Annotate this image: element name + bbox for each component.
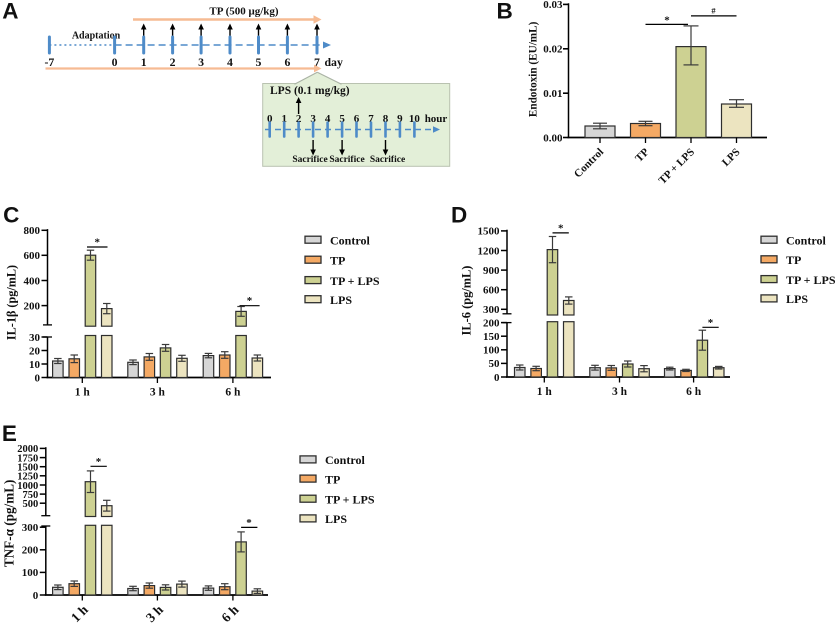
svg-text:LPS: LPS: [330, 293, 352, 307]
svg-text:300: 300: [483, 304, 500, 316]
svg-text:150: 150: [483, 331, 500, 343]
svg-text:0.03: 0.03: [543, 0, 563, 11]
svg-text:600: 600: [24, 250, 41, 262]
svg-text:*: *: [558, 223, 564, 235]
svg-text:TP + LPS: TP + LPS: [325, 493, 375, 507]
svg-text:50: 50: [489, 358, 501, 370]
svg-text:Control: Control: [786, 234, 826, 248]
svg-text:3 h: 3 h: [612, 386, 628, 398]
svg-text:day: day: [325, 55, 343, 69]
svg-text:#: #: [711, 6, 716, 16]
svg-text:5: 5: [256, 55, 262, 69]
svg-text:300: 300: [22, 522, 39, 534]
svg-text:6: 6: [354, 113, 360, 125]
svg-text:10: 10: [409, 113, 421, 125]
svg-text:1: 1: [281, 113, 287, 125]
svg-text:1200: 1200: [478, 245, 501, 257]
svg-text:6 h: 6 h: [686, 386, 702, 398]
svg-text:3: 3: [198, 55, 204, 69]
svg-text:Endotoxin (EU/mL): Endotoxin (EU/mL): [528, 21, 540, 117]
svg-text:Adaptation: Adaptation: [72, 31, 121, 42]
svg-text:1 h: 1 h: [75, 387, 91, 399]
svg-text:100: 100: [22, 567, 39, 579]
svg-text:C: C: [3, 203, 19, 228]
svg-text:1000: 1000: [17, 481, 38, 492]
svg-text:hour: hour: [425, 113, 448, 125]
svg-text:200: 200: [483, 317, 500, 329]
svg-text:*: *: [664, 15, 670, 27]
svg-text:Sacrifice: Sacrifice: [292, 155, 327, 165]
svg-text:4: 4: [325, 113, 331, 125]
svg-text:200: 200: [22, 545, 39, 557]
svg-text:LPS (0.1 mg/kg): LPS (0.1 mg/kg): [270, 85, 350, 97]
svg-text:600: 600: [483, 285, 500, 297]
svg-text:Sacrifice: Sacrifice: [370, 155, 405, 165]
svg-text:1500: 1500: [478, 226, 501, 238]
svg-text:1250: 1250: [17, 472, 38, 483]
svg-text:*: *: [247, 295, 253, 307]
svg-text:2: 2: [170, 55, 176, 69]
svg-text:IL-6 (pg/mL): IL-6 (pg/mL): [460, 266, 474, 336]
svg-text:A: A: [2, 0, 18, 24]
svg-text:TP (500 μg/kg): TP (500 μg/kg): [209, 6, 279, 18]
svg-text:0: 0: [267, 113, 273, 125]
svg-text:4: 4: [227, 55, 233, 69]
svg-text:6 h: 6 h: [225, 387, 241, 399]
svg-text:2000: 2000: [17, 444, 38, 455]
svg-text:20: 20: [29, 345, 41, 357]
svg-text:*: *: [246, 517, 252, 529]
svg-text:*: *: [96, 456, 102, 468]
svg-text:5: 5: [339, 113, 345, 125]
svg-text:LPS: LPS: [325, 512, 347, 526]
svg-text:TP: TP: [330, 254, 345, 268]
svg-text:0: 0: [112, 55, 118, 69]
svg-text:900: 900: [483, 265, 500, 277]
svg-text:0.00: 0.00: [543, 132, 563, 144]
svg-text:Control: Control: [325, 453, 365, 467]
svg-text:7: 7: [368, 113, 374, 125]
svg-text:200: 200: [24, 300, 41, 312]
svg-text:IL-1β (pg/mL): IL-1β (pg/mL): [5, 265, 19, 340]
svg-text:TP + LPS: TP + LPS: [786, 273, 836, 287]
svg-text:-7: -7: [44, 55, 54, 69]
svg-text:400: 400: [24, 275, 41, 287]
svg-text:0.01: 0.01: [543, 88, 562, 100]
svg-text:6: 6: [284, 55, 290, 69]
svg-text:TP: TP: [786, 253, 801, 267]
svg-text:1500: 1500: [17, 463, 38, 474]
svg-text:1 h: 1 h: [537, 386, 553, 398]
svg-text:LPS: LPS: [786, 292, 808, 306]
svg-text:E: E: [2, 421, 17, 446]
svg-text:8: 8: [383, 113, 389, 125]
svg-text:Control: Control: [330, 234, 370, 248]
svg-text:*: *: [708, 317, 714, 329]
svg-text:10: 10: [29, 359, 41, 371]
svg-text:3: 3: [310, 113, 316, 125]
svg-text:1750: 1750: [17, 453, 38, 464]
svg-text:800: 800: [24, 225, 41, 237]
svg-text:2: 2: [296, 113, 302, 125]
svg-text:30: 30: [29, 332, 41, 344]
svg-text:3 h: 3 h: [150, 387, 166, 399]
svg-text:Sacrifice: Sacrifice: [329, 155, 364, 165]
svg-text:500: 500: [23, 499, 39, 510]
svg-text:750: 750: [23, 490, 39, 501]
svg-text:1: 1: [141, 55, 147, 69]
svg-text:TP: TP: [325, 472, 340, 486]
svg-text:0: 0: [33, 590, 39, 602]
svg-text:100: 100: [483, 345, 500, 357]
svg-text:0.02: 0.02: [543, 44, 563, 56]
svg-text:*: *: [95, 237, 101, 249]
svg-text:B: B: [497, 0, 513, 24]
svg-text:TNF-α (pg/mL): TNF-α (pg/mL): [1, 480, 16, 568]
svg-text:TP + LPS: TP + LPS: [330, 274, 380, 288]
svg-text:7: 7: [314, 55, 320, 69]
svg-text:D: D: [451, 202, 467, 227]
svg-text:0: 0: [494, 372, 500, 384]
svg-text:9: 9: [397, 113, 403, 125]
svg-text:0: 0: [35, 372, 41, 384]
